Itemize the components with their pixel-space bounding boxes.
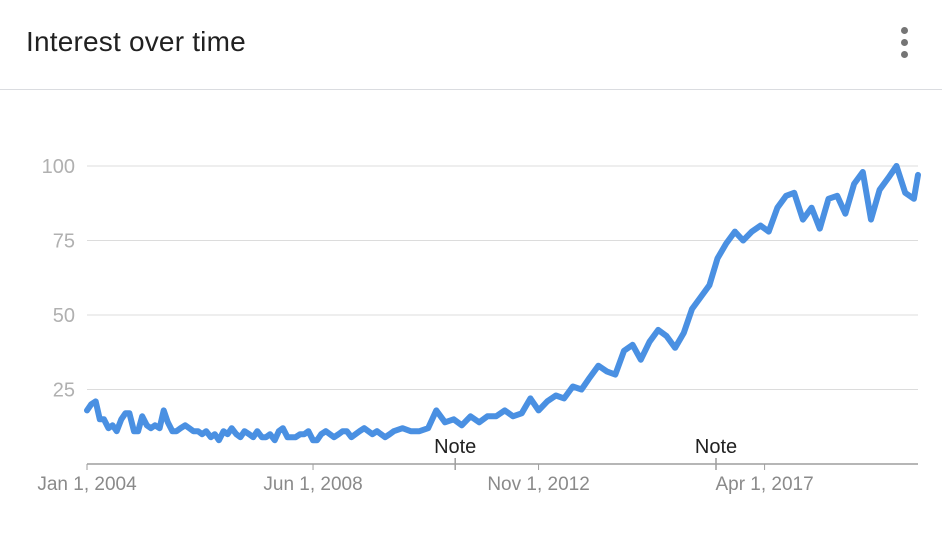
x-tick-label: Jan 1, 2004 xyxy=(37,474,137,495)
note-annotation: Note xyxy=(434,436,476,458)
y-tick-label: 50 xyxy=(53,305,75,327)
series-line-interest xyxy=(84,163,921,444)
x-tick-label: Nov 1, 2012 xyxy=(487,474,589,495)
y-tick-label: 100 xyxy=(42,156,75,178)
more-vert-icon[interactable] xyxy=(893,24,917,60)
chart-header: Interest over time xyxy=(0,0,942,90)
y-tick-label: 25 xyxy=(53,380,75,402)
y-tick-label: 75 xyxy=(53,231,75,253)
x-tick-label: Jun 1, 2008 xyxy=(263,474,362,495)
x-tick-label: Apr 1, 2017 xyxy=(715,474,813,495)
note-annotation: Note xyxy=(695,436,737,458)
chart-title: Interest over time xyxy=(26,26,246,57)
line-chart: 25 50 75 100 Jan 1, 2004 Jun 1, 2008 Nov 1, 20… xyxy=(37,156,921,495)
